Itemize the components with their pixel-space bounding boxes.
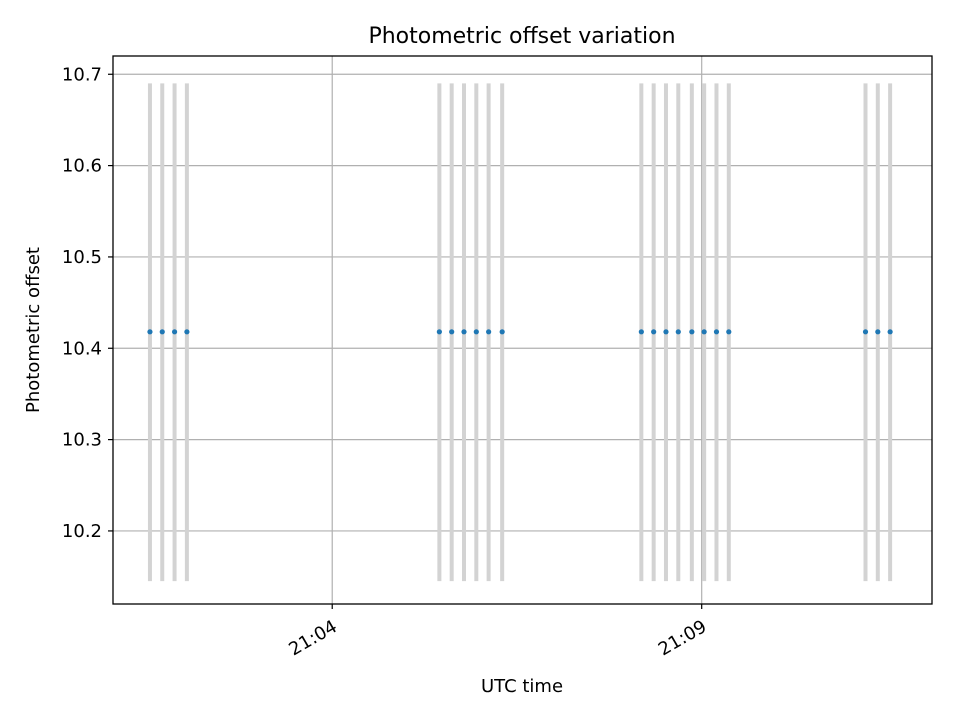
data-point <box>159 329 165 335</box>
data-point <box>147 329 153 335</box>
y-tick-label: 10.4 <box>62 338 102 359</box>
data-point <box>713 329 720 335</box>
data-point <box>875 329 881 335</box>
grid-layer <box>113 56 932 604</box>
data-point <box>663 329 669 335</box>
data-point <box>473 329 479 335</box>
marks-layer <box>147 83 893 582</box>
data-point <box>436 329 442 335</box>
data-point <box>701 329 707 335</box>
chart-title: Photometric offset variation <box>368 24 675 49</box>
data-point <box>449 329 455 335</box>
y-tick-label: 10.6 <box>62 156 102 177</box>
data-point <box>887 329 893 335</box>
data-point <box>486 329 492 335</box>
y-tick-label: 10.5 <box>62 247 102 268</box>
data-point <box>726 329 732 335</box>
data-point <box>651 329 657 335</box>
data-point <box>675 329 681 335</box>
y-axis-label: Photometric offset <box>23 247 44 413</box>
plot-frame <box>112 55 933 605</box>
data-point <box>862 329 869 335</box>
data-point <box>171 329 178 335</box>
x-axis-label: UTC time <box>481 676 563 697</box>
y-tick-label: 10.3 <box>62 430 102 451</box>
data-point <box>689 329 695 335</box>
data-point <box>499 329 505 335</box>
data-point <box>638 329 644 335</box>
y-tick-label: 10.2 <box>62 521 102 542</box>
y-tick-label: 10.7 <box>62 64 102 85</box>
data-point <box>461 329 467 335</box>
data-point <box>184 329 190 335</box>
